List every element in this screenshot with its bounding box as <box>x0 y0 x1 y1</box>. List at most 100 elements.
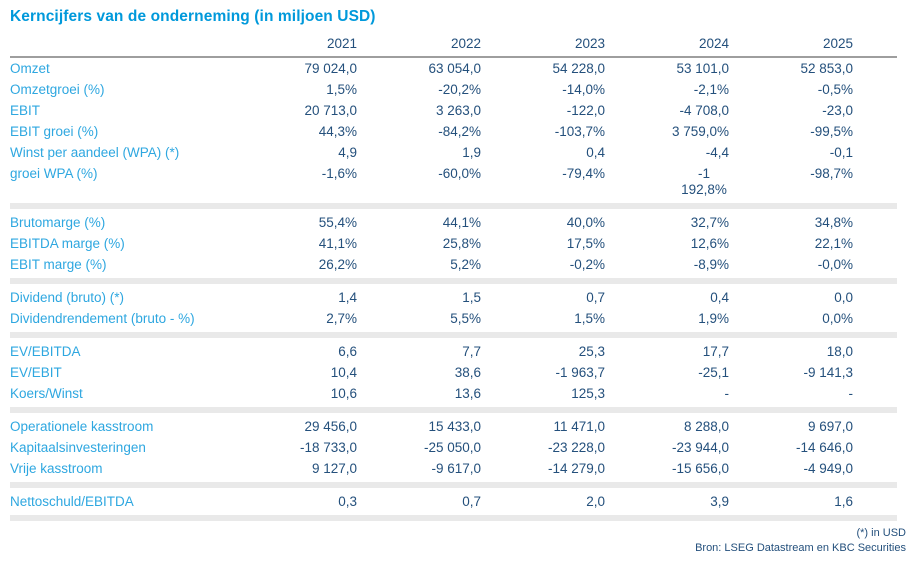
cell-value: 2,0 <box>481 490 605 514</box>
table-row: EV/EBITDA 6,6 7,7 25,3 17,7 18,0 <box>10 340 897 363</box>
cell-value-text: 125,3 <box>571 385 605 401</box>
table-row: Operationele kasstroom 29 456,0 15 433,0 11… <box>10 415 897 438</box>
cell-value-text: 7,7 <box>462 343 481 359</box>
cell-value-text: 10,4 <box>330 364 357 380</box>
cell-value-text: 79 024,0 <box>304 60 357 76</box>
row-label: Vrije kasstroom <box>10 458 233 481</box>
spacer-cell <box>853 233 897 254</box>
cell-value-text: 22,1% <box>814 235 853 251</box>
key-figures-table: 2021 2022 2023 2024 2025 Omzet 79 024,0 63… <box>10 34 897 524</box>
cell-value: 11 471,0 <box>481 415 605 438</box>
cell-value-text: 13,6 <box>454 385 481 401</box>
cell-value-text: -4 708,0 <box>679 102 729 118</box>
cell-value: 0,4 <box>605 286 729 309</box>
year-header-row: 2021 2022 2023 2024 2025 <box>10 34 897 58</box>
footnote-unit-note: (*) in USD <box>856 527 906 539</box>
cell-value: -60,0% <box>357 163 481 202</box>
cell-value: 3 263,0 <box>357 100 481 121</box>
cell-value: -2,1% <box>605 79 729 100</box>
spacer-cell <box>853 211 897 234</box>
row-label-text: Dividend (bruto) (*) <box>10 289 125 305</box>
cell-value-text: 0,0% <box>822 310 853 326</box>
spacer-cell <box>853 308 897 331</box>
cell-value: 38,6 <box>357 362 481 383</box>
cell-value: 6,6 <box>233 340 357 363</box>
cell-value-text: -25 050,0 <box>423 439 481 455</box>
cell-value-text: 52 853,0 <box>800 60 853 76</box>
cell-value: 9 127,0 <box>233 458 357 481</box>
spacer-cell <box>853 34 897 58</box>
section-separator-band <box>10 479 897 491</box>
cell-value-text: -9 141,3 <box>803 364 853 380</box>
row-label: Omzet <box>10 57 233 79</box>
cell-value-text: 1,5% <box>326 81 357 97</box>
cell-value: -4 708,0 <box>605 100 729 121</box>
cell-value: - <box>605 383 730 406</box>
cell-value: 41,1% <box>233 233 357 254</box>
cell-value-text: - <box>724 385 730 401</box>
cell-value-text: -60,0% <box>438 165 481 181</box>
cell-value-text: -8,9% <box>693 256 729 272</box>
spacer-cell <box>853 458 897 481</box>
cell-value: 44,3% <box>233 121 357 142</box>
footnote-source: Bron: LSEG Datastream en KBC Securities <box>695 542 906 554</box>
section-separator-band <box>10 512 897 524</box>
cell-value: 1,6 <box>729 490 853 514</box>
cell-value: 2,7% <box>233 308 357 331</box>
cell-value-text: -23,0 <box>822 102 853 118</box>
section-separator <box>10 404 897 416</box>
spacer-cell <box>853 163 897 202</box>
cell-value: 55,4% <box>233 211 357 234</box>
cell-value-text: 53 101,0 <box>676 60 729 76</box>
spacer-cell <box>853 100 897 121</box>
section-separator <box>10 512 897 524</box>
cell-value-text: -2,1% <box>693 81 729 97</box>
spacer-cell <box>853 79 897 100</box>
cell-value-text: -122,0 <box>566 102 605 118</box>
cell-value: 1,5% <box>481 308 605 331</box>
cell-value-text: 11 471,0 <box>553 418 605 434</box>
cell-value-text: -1,6% <box>321 165 357 181</box>
row-label: Nettoschuld/EBITDA <box>10 490 233 514</box>
row-label: EBIT groei (%) <box>10 121 233 142</box>
cell-value: -14 646,0 <box>729 437 853 458</box>
cell-value-text: 8 288,0 <box>683 418 729 434</box>
footnotes: (*) in USD Bron: LSEG Datastream en KBC … <box>10 526 906 556</box>
cell-value-text: 9 127,0 <box>311 460 357 476</box>
section-separator-band <box>10 275 897 287</box>
cell-value-text: 6,6 <box>338 343 357 359</box>
row-label: Kapitaalsinvesteringen <box>10 437 233 458</box>
year-header: 2023 <box>481 34 605 58</box>
row-label-text: groei WPA (%) <box>10 165 98 181</box>
cell-value-text: 17,5% <box>566 235 605 251</box>
cell-value: 52 853,0 <box>729 57 853 79</box>
cell-value: 17,7 <box>605 340 729 363</box>
cell-value: 34,8% <box>729 211 853 234</box>
cell-value: -18 733,0 <box>233 437 357 458</box>
cell-value: 3 759,0% <box>605 121 729 142</box>
cell-value-text: 9 697,0 <box>807 418 853 434</box>
cell-value-text: 17,7 <box>702 343 729 359</box>
cell-value: -84,2% <box>357 121 481 142</box>
table-row: EBIT 20 713,0 3 263,0 -122,0 -4 708,0 -23,0 <box>10 100 897 121</box>
cell-value: -103,7% <box>481 121 605 142</box>
cell-value: 10,4 <box>233 362 357 383</box>
cell-value-text: 1,4 <box>338 289 357 305</box>
cell-value: 22,1% <box>729 233 853 254</box>
cell-value-text: 54 228,0 <box>552 60 605 76</box>
section-separator <box>10 275 897 287</box>
table-row: Koers/Winst 10,6 13,6 125,3 - - <box>10 383 897 406</box>
row-label-text: Dividendrendement (bruto - %) <box>10 310 195 326</box>
cell-value: 0,4 <box>481 142 605 163</box>
table-body: Omzet 79 024,0 63 054,0 54 228,0 53 101,0 52 … <box>10 57 897 524</box>
year-header: 2021 <box>233 34 357 58</box>
cell-value: 0,7 <box>357 490 481 514</box>
table-row: groei WPA (%) -1,6% -60,0% -79,4% -1 192,8% -… <box>10 163 897 202</box>
spacer-cell <box>853 437 897 458</box>
cell-value: -0,2% <box>481 254 605 277</box>
row-label-text: Koers/Winst <box>10 385 83 401</box>
row-label: EBIT marge (%) <box>10 254 233 277</box>
row-label-text: Omzet <box>10 60 50 76</box>
cell-value-text: -14 646,0 <box>795 439 853 455</box>
spacer-cell <box>853 415 897 438</box>
